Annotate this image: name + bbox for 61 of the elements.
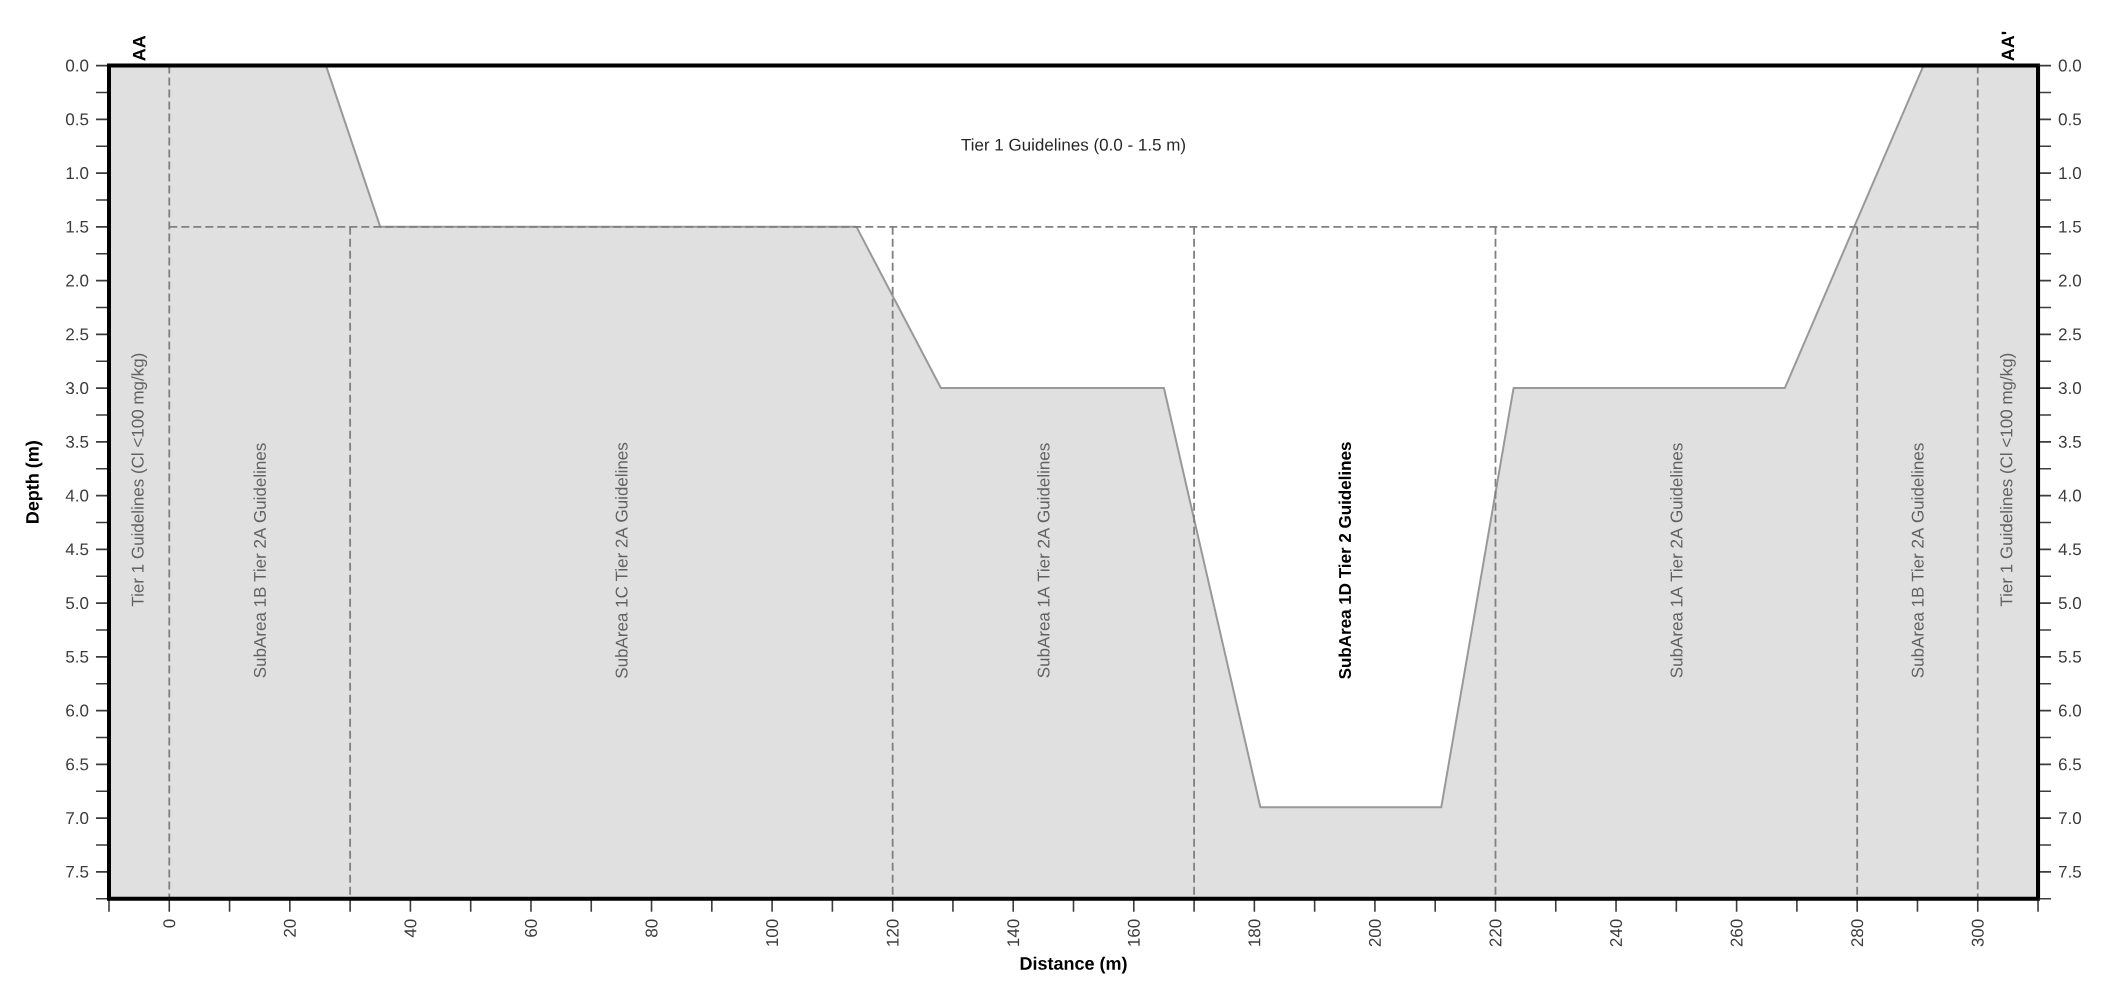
x-tick-label: 0 bbox=[163, 919, 176, 928]
y2-tick-label: 6.5 bbox=[2058, 758, 2082, 771]
x-tick-label: 40 bbox=[404, 919, 417, 938]
y2-tick-label: 0.0 bbox=[2058, 59, 2082, 72]
x-tick-label: 180 bbox=[1248, 919, 1261, 946]
x-tick-label: 300 bbox=[1971, 919, 1984, 947]
y-tick-label: 7.5 bbox=[66, 865, 89, 878]
x-tick-label: 80 bbox=[645, 919, 658, 937]
y2-tick-label: 4.0 bbox=[2058, 489, 2082, 502]
y-tick-label: 2.5 bbox=[66, 328, 89, 341]
x-tick-label: 260 bbox=[1730, 919, 1743, 947]
annotation: SubArea 1B Tier 2A Guidelines bbox=[253, 443, 266, 678]
x-axis-title: Distance (m) bbox=[1020, 956, 1127, 974]
annotation: SubArea 1D Tier 2 Guidelines bbox=[1338, 442, 1352, 679]
y2-tick-label: 1.0 bbox=[2059, 167, 2082, 180]
y-tick-label: 5.0 bbox=[66, 597, 89, 610]
y2-tick-label: 2.0 bbox=[2058, 274, 2082, 287]
x-tick-label: 140 bbox=[1007, 919, 1020, 946]
text: AA bbox=[132, 35, 146, 61]
x-tick-label: 240 bbox=[1610, 919, 1623, 947]
y2-tick-label: 1.5 bbox=[2059, 220, 2082, 233]
y-axis-title: Depth (m) bbox=[25, 441, 43, 523]
y-tick-label: 3.0 bbox=[65, 382, 89, 395]
y-tick-label: 0.0 bbox=[65, 59, 89, 72]
y-tick-label: 4.0 bbox=[65, 489, 89, 502]
y-tick-label: 6.0 bbox=[66, 704, 89, 717]
x-tick-label: 120 bbox=[886, 919, 899, 946]
y2-tick-label: 6.0 bbox=[2058, 704, 2082, 717]
y-tick-label: 4.5 bbox=[65, 543, 89, 556]
y2-tick-label: 2.5 bbox=[2058, 328, 2082, 341]
x-tick-label: 280 bbox=[1851, 919, 1864, 947]
annotation: SubArea 1A Tier 2A Guidelines bbox=[1670, 443, 1683, 678]
x-tick-label: 100 bbox=[766, 919, 779, 946]
y-tick-label: 2.0 bbox=[66, 274, 89, 287]
y2-tick-label: 3.5 bbox=[2058, 435, 2082, 448]
annotation: Tier 1 Guidelines (Cl <100 mg/kg) bbox=[131, 353, 148, 607]
x-tick-label: 60 bbox=[524, 919, 537, 937]
x-tick-label: 160 bbox=[1127, 919, 1140, 946]
y2-tick-label: 3.0 bbox=[2058, 382, 2082, 395]
annotation: Tier 1 Guidelines (0.0 - 1.5 m) bbox=[961, 138, 1185, 155]
y2-tick-label: 5.5 bbox=[2058, 650, 2082, 663]
y-tick-label: 1.5 bbox=[66, 220, 89, 233]
y2-tick-label: 4.5 bbox=[2058, 543, 2082, 556]
x-tick-label: 200 bbox=[1368, 919, 1381, 947]
y-tick-label: 6.5 bbox=[66, 758, 89, 771]
y2-tick-label: 5.0 bbox=[2058, 597, 2082, 610]
x-tick-label: 220 bbox=[1489, 919, 1502, 947]
y-tick-label: 3.5 bbox=[65, 435, 89, 448]
annotation: SubArea 1C Tier 2A Guidelines bbox=[615, 442, 628, 678]
y-tick-label: 1.0 bbox=[66, 167, 89, 180]
y2-tick-label: 0.5 bbox=[2058, 113, 2082, 126]
y-tick-label: 5.5 bbox=[66, 650, 89, 663]
text: AA' bbox=[2001, 31, 2015, 61]
annotation: Tier 1 Guidelines (Cl <100 mg/kg) bbox=[1999, 353, 2016, 607]
x-tick-label: 20 bbox=[283, 919, 296, 937]
annotation: SubArea 1B Tier 2A Guidelines bbox=[1911, 443, 1924, 678]
y-tick-label: 0.5 bbox=[65, 113, 89, 126]
y2-tick-label: 7.0 bbox=[2058, 812, 2082, 825]
annotation: SubArea 1A Tier 2A Guidelines bbox=[1037, 443, 1050, 678]
y-tick-label: 7.0 bbox=[66, 812, 89, 825]
y2-tick-label: 7.5 bbox=[2058, 865, 2082, 878]
